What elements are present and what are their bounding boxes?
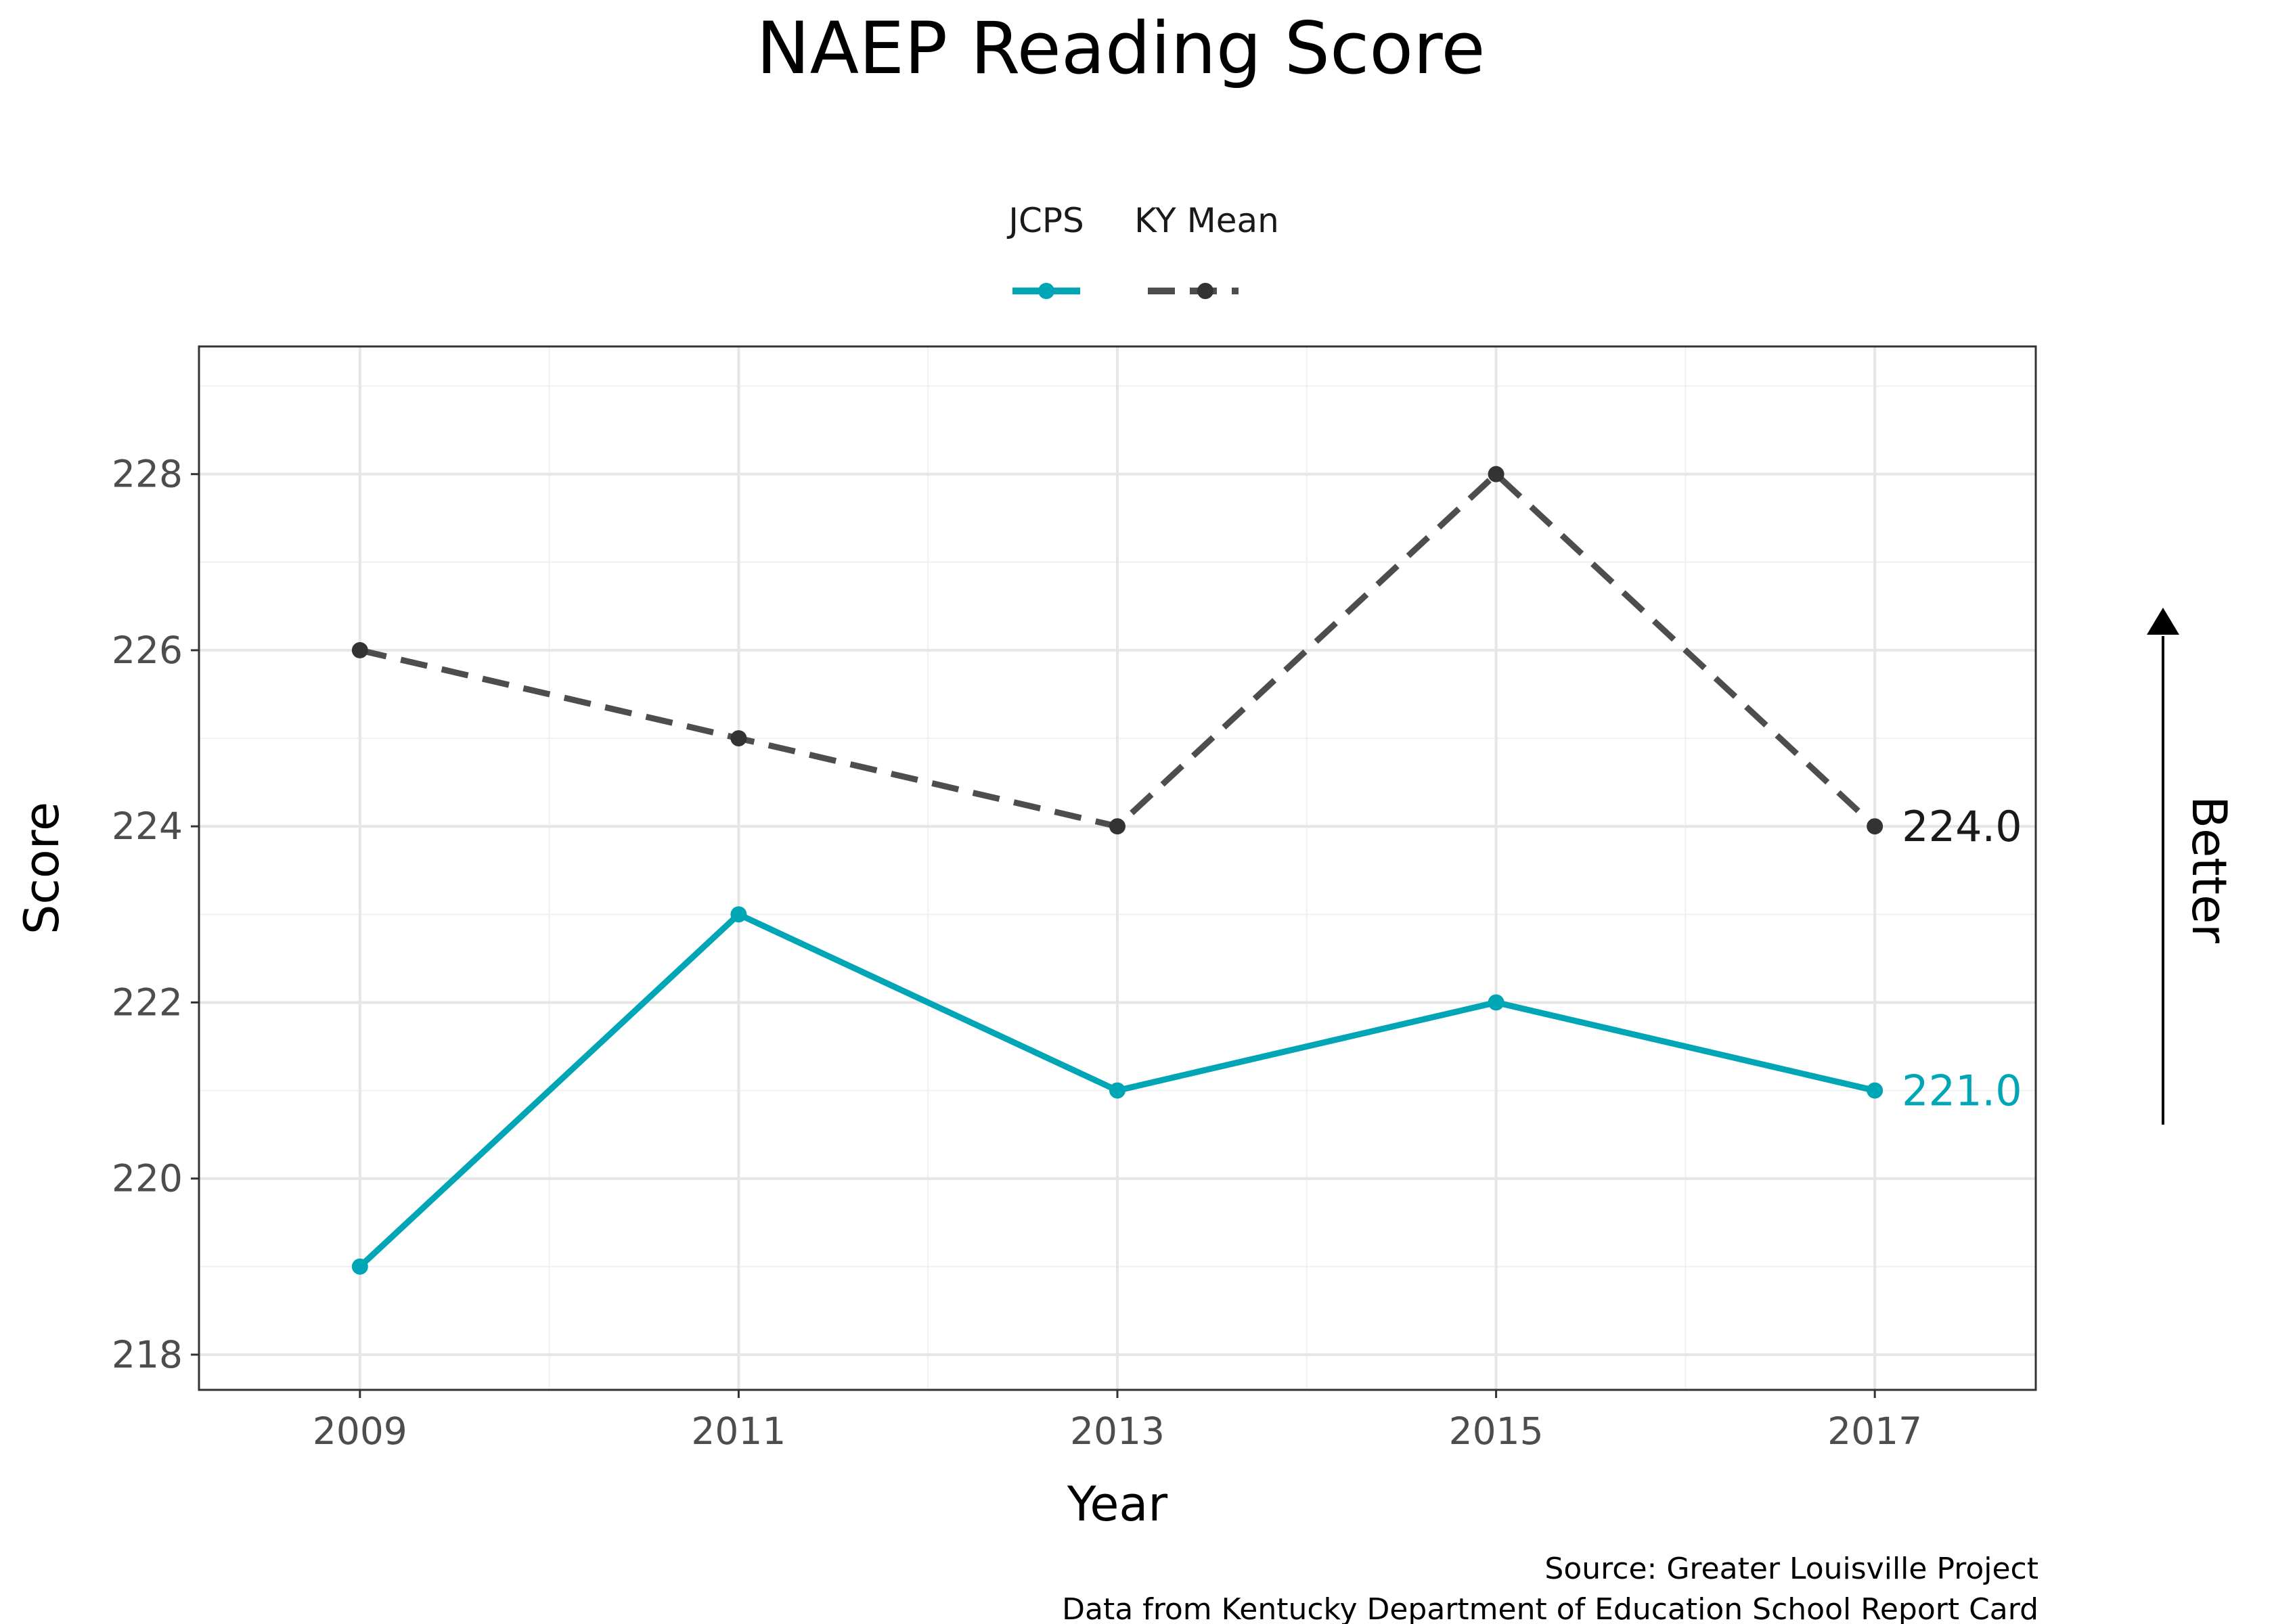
y-tick-label: 228 [112, 453, 183, 496]
y-tick-label: 222 [112, 980, 183, 1024]
data-point-jcps [1867, 1082, 1883, 1099]
chart-title: NAEP Reading Score [756, 7, 1485, 90]
x-axis-ticks: 2009 2011 2013 2015 2017 [313, 1390, 1922, 1453]
legend: JCPS KY Mean [1006, 201, 1279, 299]
y-tick-label: 226 [112, 629, 183, 672]
legend-key-jcps-point [1038, 283, 1054, 299]
legend-key-ky-mean-point [1197, 283, 1213, 299]
points-layer [351, 466, 1883, 1275]
better-label: Better [2181, 796, 2237, 943]
data-point-ky-mean [1867, 818, 1883, 835]
major-gridlines [199, 346, 2036, 1390]
y-axis-ticks: 218 220 222 224 226 228 [112, 453, 199, 1376]
end-label-jcps: 221.0 [1902, 1066, 2022, 1116]
x-tick-label: 2013 [1070, 1409, 1165, 1453]
data-point-jcps [1488, 994, 1504, 1011]
data-point-ky-mean [730, 730, 747, 747]
better-arrow-head [2147, 608, 2179, 635]
data-point-ky-mean [351, 641, 368, 658]
data-point-jcps [351, 1258, 368, 1275]
caption-data-note: Data from Kentucky Department of Educati… [1062, 1592, 2038, 1624]
end-label-ky-mean: 224.0 [1902, 802, 2022, 851]
x-axis-title: Year [1067, 1476, 1167, 1532]
legend-label-jcps: JCPS [1006, 201, 1084, 240]
x-tick-label: 2017 [1827, 1409, 1922, 1453]
y-tick-label: 224 [112, 805, 183, 848]
caption-source: Source: Greater Louisville Project [1544, 1552, 2038, 1586]
data-point-jcps [1109, 1082, 1125, 1099]
data-point-ky-mean [1488, 466, 1504, 482]
y-axis-title: Score [14, 802, 70, 934]
x-tick-label: 2009 [313, 1409, 407, 1453]
y-tick-label: 218 [112, 1333, 183, 1376]
data-point-jcps [730, 906, 747, 923]
end-labels: 221.0 224.0 [1902, 802, 2022, 1115]
data-point-ky-mean [1109, 818, 1125, 835]
better-annotation: Better [2147, 608, 2237, 1125]
legend-label-ky-mean: KY Mean [1134, 201, 1279, 240]
x-tick-label: 2015 [1449, 1409, 1544, 1453]
x-tick-label: 2011 [691, 1409, 786, 1453]
y-tick-label: 220 [112, 1157, 183, 1200]
